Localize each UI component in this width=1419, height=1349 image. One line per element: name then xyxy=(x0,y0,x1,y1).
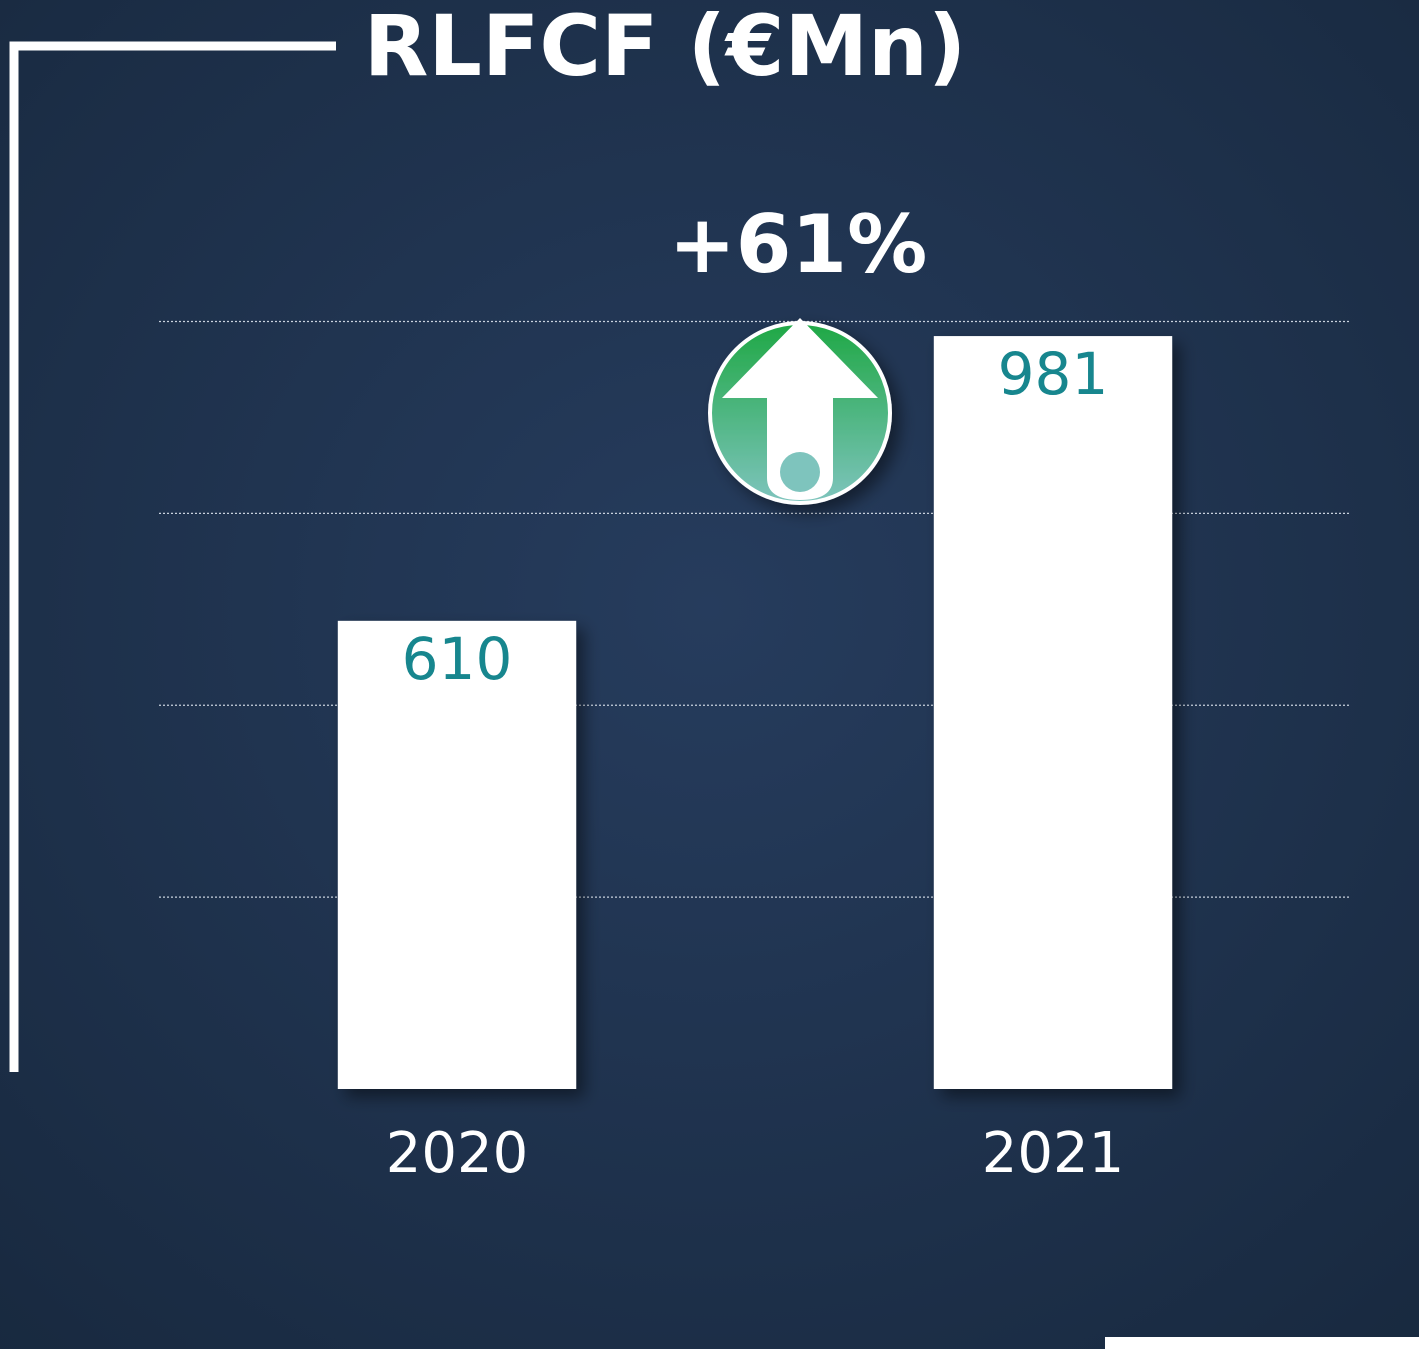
bars: 2020 610 2021 981 xyxy=(337,336,1173,1186)
frame-line xyxy=(9,41,336,1072)
frame-corner xyxy=(1105,1337,1419,1349)
annotation: +61% xyxy=(669,198,928,291)
value-label: 610 xyxy=(402,625,513,693)
growth-icon xyxy=(708,318,892,505)
chart-title: RLFCF (€Mn) xyxy=(364,0,966,95)
x-tick-label: 2020 xyxy=(386,1121,529,1186)
bar xyxy=(337,620,577,1089)
icon-arrow xyxy=(722,318,878,500)
value-label: 981 xyxy=(998,340,1109,408)
x-tick-label: 2021 xyxy=(982,1121,1125,1186)
icon-dot xyxy=(780,452,820,492)
bar xyxy=(933,336,1173,1089)
